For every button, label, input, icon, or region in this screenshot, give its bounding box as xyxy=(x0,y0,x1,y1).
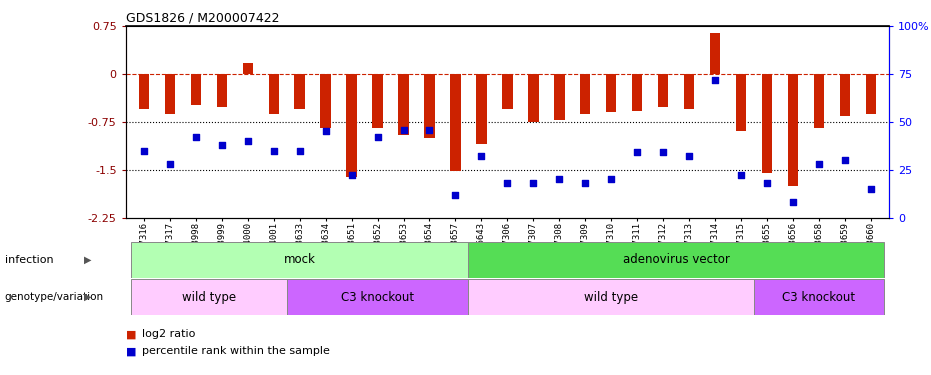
Text: percentile rank within the sample: percentile rank within the sample xyxy=(142,346,331,356)
Point xyxy=(448,192,463,198)
Bar xyxy=(131,279,287,315)
Point xyxy=(266,147,281,154)
Bar xyxy=(762,74,772,173)
Point xyxy=(629,150,644,156)
Bar xyxy=(684,74,695,109)
Text: ■: ■ xyxy=(126,329,140,339)
Bar xyxy=(451,74,461,171)
Text: C3 knockout: C3 knockout xyxy=(782,291,856,304)
Point xyxy=(137,147,152,154)
Point xyxy=(708,77,722,83)
Point xyxy=(760,180,775,186)
Bar xyxy=(658,74,668,107)
Point xyxy=(396,126,411,132)
Bar xyxy=(814,74,824,128)
Point xyxy=(812,161,827,167)
Text: ■: ■ xyxy=(126,346,140,356)
Point xyxy=(838,157,853,163)
Text: wild type: wild type xyxy=(182,291,236,304)
Bar xyxy=(468,279,754,315)
Point xyxy=(786,199,801,205)
Bar xyxy=(191,74,201,105)
Bar xyxy=(287,279,468,315)
Text: mock: mock xyxy=(284,253,316,266)
Bar xyxy=(243,63,253,74)
Text: GDS1826 / M200007422: GDS1826 / M200007422 xyxy=(126,11,279,24)
Bar xyxy=(866,74,876,114)
Bar xyxy=(477,74,487,144)
Bar xyxy=(268,74,279,114)
Point xyxy=(162,161,177,167)
Bar xyxy=(398,74,409,135)
Text: genotype/variation: genotype/variation xyxy=(5,292,103,302)
Bar xyxy=(425,74,435,138)
Bar xyxy=(131,242,468,278)
Bar xyxy=(735,74,747,132)
Point xyxy=(552,176,567,182)
Point xyxy=(292,147,307,154)
Point xyxy=(422,126,437,132)
Point xyxy=(214,142,229,148)
Bar xyxy=(606,74,616,112)
Point xyxy=(655,150,670,156)
Bar xyxy=(710,33,721,74)
Point xyxy=(344,172,359,178)
Text: wild type: wild type xyxy=(584,291,639,304)
Point xyxy=(604,176,619,182)
Bar xyxy=(294,74,304,109)
Point xyxy=(474,153,489,159)
Point xyxy=(371,134,385,140)
Bar xyxy=(320,74,331,128)
Text: infection: infection xyxy=(5,255,53,265)
Bar xyxy=(139,74,149,109)
Bar xyxy=(632,74,642,111)
Bar xyxy=(580,74,590,114)
Bar xyxy=(502,74,513,109)
Bar xyxy=(217,74,227,107)
Point xyxy=(734,172,749,178)
Bar xyxy=(468,242,884,278)
Bar xyxy=(754,279,884,315)
Text: ▶: ▶ xyxy=(84,255,91,265)
Bar xyxy=(528,74,538,122)
Bar xyxy=(372,74,383,128)
Bar xyxy=(554,74,564,120)
Bar xyxy=(165,74,175,114)
Text: ▶: ▶ xyxy=(84,292,91,302)
Point xyxy=(578,180,593,186)
Point xyxy=(526,180,541,186)
Text: C3 knockout: C3 knockout xyxy=(341,291,414,304)
Bar xyxy=(840,74,850,116)
Text: adenovirus vector: adenovirus vector xyxy=(623,253,730,266)
Point xyxy=(681,153,696,159)
Point xyxy=(863,186,878,192)
Bar xyxy=(788,74,798,186)
Text: log2 ratio: log2 ratio xyxy=(142,329,196,339)
Point xyxy=(500,180,515,186)
Point xyxy=(318,128,333,135)
Point xyxy=(188,134,203,140)
Point xyxy=(240,138,255,144)
Bar xyxy=(346,74,357,177)
